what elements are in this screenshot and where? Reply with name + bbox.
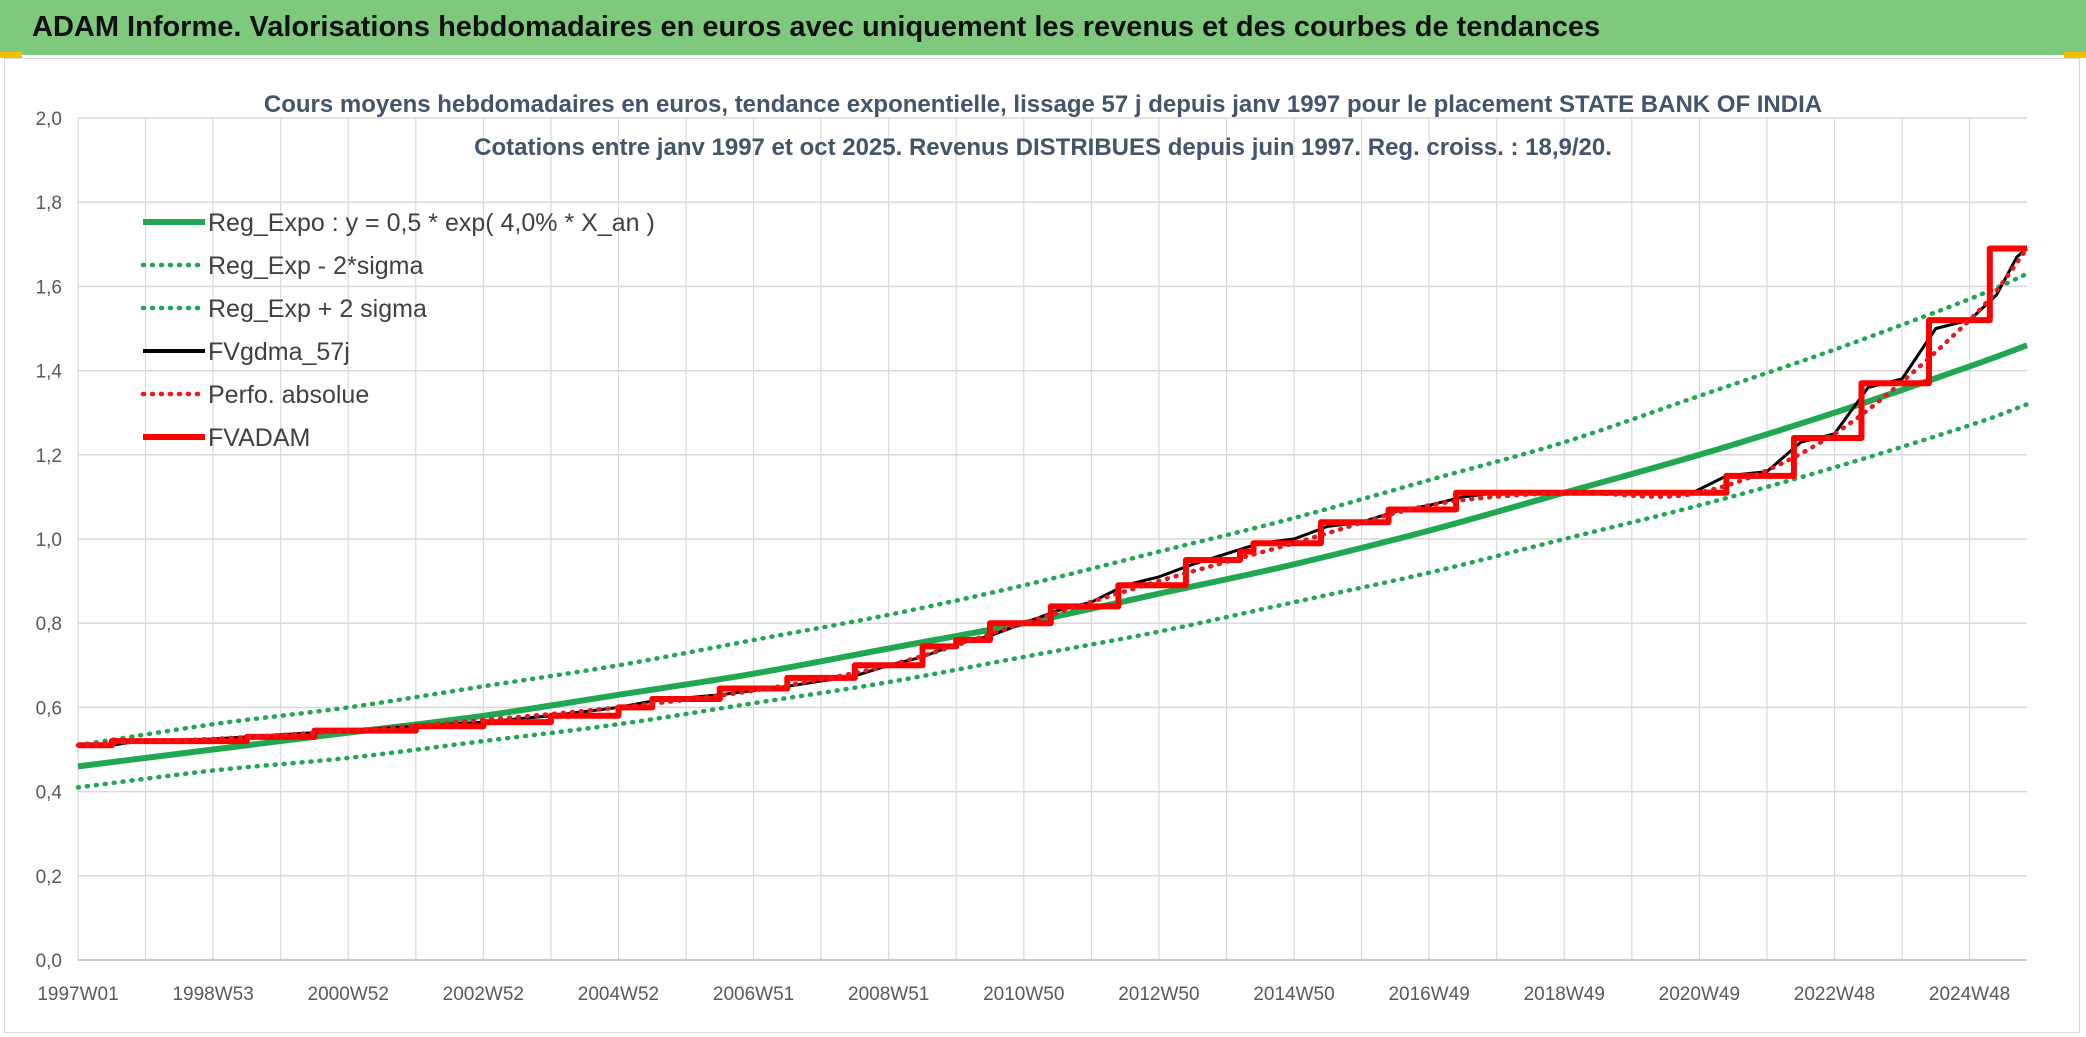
y-tick-label: 1,2 (36, 446, 62, 467)
legend-label: FVgdma_57j (208, 338, 350, 366)
legend-label: Perfo. absolue (208, 381, 369, 409)
series-line-2 (75, 271, 2030, 748)
legend-label: Reg_Expo : y = 0,5 * exp( 4,0% * X_an ) (208, 209, 655, 237)
y-tick-label: 0,0 (36, 951, 62, 972)
y-tick-label: 0,2 (36, 867, 62, 888)
x-tick-label: 2010W50 (983, 984, 1064, 1005)
corner-marker-left (0, 52, 22, 58)
series-layer (75, 245, 2030, 790)
page-title: ADAM Informe. Valorisations hebdomadaire… (0, 0, 2086, 55)
x-axis: 1997W01 1998W53 2000W52 2002W52 2004W52 2006W… (37, 984, 2010, 1005)
y-tick-label: 0,6 (36, 698, 62, 719)
chart-frame (4, 58, 2080, 1033)
x-tick-label: 2000W52 (308, 984, 389, 1005)
legend-label: Reg_Exp - 2*sigma (208, 252, 423, 280)
y-tick-label: 1,6 (36, 277, 62, 298)
y-tick-label: 1,4 (36, 362, 63, 383)
grid (77, 117, 2027, 961)
corner-marker-right (2064, 52, 2086, 58)
y-tick-label: 1,0 (36, 530, 62, 551)
series-line-4 (75, 246, 2030, 748)
x-tick-label: 1997W01 (37, 984, 118, 1005)
y-tick-label: 0,8 (36, 614, 62, 635)
y-tick-label: 2,0 (36, 109, 62, 130)
legend-label: Reg_Exp + 2 sigma (208, 295, 427, 323)
x-tick-label: 2022W48 (1794, 984, 1875, 1005)
x-tick-label: 2006W51 (713, 984, 794, 1005)
y-tick-label: 0,4 (36, 783, 63, 804)
y-tick-label: 1,8 (36, 193, 62, 214)
x-tick-label: 2012W50 (1118, 984, 1199, 1005)
x-tick-label: 2024W48 (1929, 984, 2010, 1005)
chart-title: Cours moyens hebdomadaires en euros, ten… (264, 91, 1822, 118)
x-tick-label: 2004W52 (578, 984, 659, 1005)
x-tick-label: 2008W51 (848, 984, 929, 1005)
y-axis: 0,0 0,2 0,4 0,6 0,8 1,0 1,2 1,4 1,6 1,8 2,0 (36, 109, 63, 972)
x-tick-label: 2016W49 (1388, 984, 1469, 1005)
x-tick-label: 2020W49 (1659, 984, 1740, 1005)
x-tick-label: 2002W52 (443, 984, 524, 1005)
x-tick-label: 1998W53 (172, 984, 253, 1005)
legend: Reg_Expo : y = 0,5 * exp( 4,0% * X_an ) R… (140, 209, 655, 452)
series-line-1 (75, 402, 2030, 790)
x-tick-label: 2014W50 (1253, 984, 1334, 1005)
series-line-5 (78, 245, 2027, 749)
chart-subtitle: Cotations entre janv 1997 et oct 2025. R… (474, 134, 1612, 161)
x-tick-label: 2018W49 (1524, 984, 1605, 1005)
legend-label: FVADAM (208, 424, 310, 452)
